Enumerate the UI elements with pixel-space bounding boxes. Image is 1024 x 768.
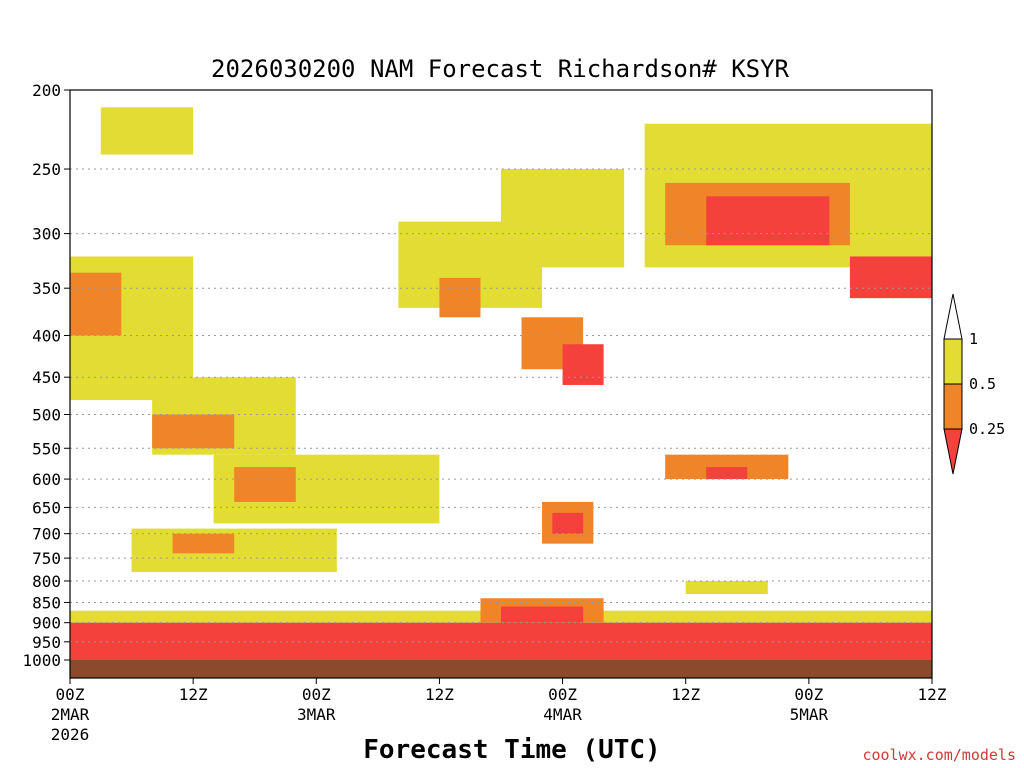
legend-label-0: 1 — [969, 330, 978, 348]
region-red-19 — [849, 256, 932, 299]
region-yellow-11 — [501, 169, 625, 268]
legend-swatch-red — [943, 428, 963, 475]
chart-title: 2026030200 NAM Forecast Richardson# KSYR — [211, 55, 790, 83]
y-tick-label-250: 250 — [32, 160, 61, 179]
y-tick-label-500: 500 — [32, 406, 61, 425]
y-tick-label-650: 650 — [32, 498, 61, 517]
legend-swatch-yellow — [943, 338, 963, 385]
y-tick-label-450: 450 — [32, 368, 61, 387]
y-tick-label-400: 400 — [32, 326, 61, 345]
y-tick-label-950: 950 — [32, 633, 61, 652]
ground-band — [70, 660, 932, 678]
x-tick-label-60: 12Z — [671, 685, 700, 704]
x-tick-year-0: 2026 — [51, 725, 90, 744]
y-tick-label-800: 800 — [32, 572, 61, 591]
y-tick-label-200: 200 — [32, 81, 61, 100]
region-yellow-22 — [685, 580, 768, 595]
y-tick-label-600: 600 — [32, 470, 61, 489]
y-tick-label-850: 850 — [32, 593, 61, 612]
region-red-18 — [706, 196, 830, 246]
y-tick-label-900: 900 — [32, 614, 61, 633]
y-tick-label-1000: 1000 — [22, 651, 61, 670]
y-axis-ticks: 200 250 300 350 400 450 500 550 600 650 700 750 800 8… — [22, 81, 70, 670]
x-axis-title: Forecast Time (UTC) — [363, 735, 660, 765]
y-tick-label-350: 350 — [32, 279, 61, 298]
legend-swatch-above — [943, 293, 963, 340]
ground-layer — [70, 660, 932, 678]
x-tick-date-48: 4MAR — [543, 705, 582, 724]
x-tick-label-84: 12Z — [918, 685, 947, 704]
region-yellow-2 — [100, 107, 194, 155]
region-red-26 — [501, 606, 584, 623]
legend-label-2: 0.25 — [969, 420, 1005, 438]
x-tick-label-48: 00Z — [548, 685, 577, 704]
x-tick-date-0: 2MAR — [51, 705, 90, 724]
y-tick-label-550: 550 — [32, 439, 61, 458]
x-tick-label-24: 00Z — [302, 685, 331, 704]
legend-swatch-orange — [943, 383, 963, 430]
region-red-24 — [70, 622, 932, 660]
x-tick-label-36: 12Z — [425, 685, 454, 704]
y-tick-label-700: 700 — [32, 525, 61, 544]
legend-label-1: 0.5 — [969, 375, 996, 393]
region-orange-1 — [70, 272, 122, 336]
region-red-21 — [706, 467, 748, 480]
y-tick-label-750: 750 — [32, 549, 61, 568]
region-orange-4 — [152, 414, 235, 449]
x-tick-date-72: 5MAR — [790, 705, 829, 724]
x-tick-label-72: 00Z — [794, 685, 823, 704]
y-tick-label-300: 300 — [32, 225, 61, 244]
region-orange-6 — [234, 467, 296, 502]
region-red-13 — [562, 344, 604, 385]
x-tick-date-24: 3MAR — [297, 705, 336, 724]
region-red-15 — [552, 512, 584, 534]
x-tick-label-12: 12Z — [179, 685, 208, 704]
region-orange-8 — [172, 533, 235, 554]
region-orange-10 — [439, 277, 481, 318]
plot-border — [69, 89, 933, 679]
plot-frame — [69, 89, 933, 679]
x-tick-label-0: 00Z — [56, 685, 85, 704]
legend: 1 0.5 0.25 — [943, 293, 1005, 475]
data-regions — [70, 107, 932, 660]
credit-text: coolwx.com/models — [862, 746, 1016, 764]
